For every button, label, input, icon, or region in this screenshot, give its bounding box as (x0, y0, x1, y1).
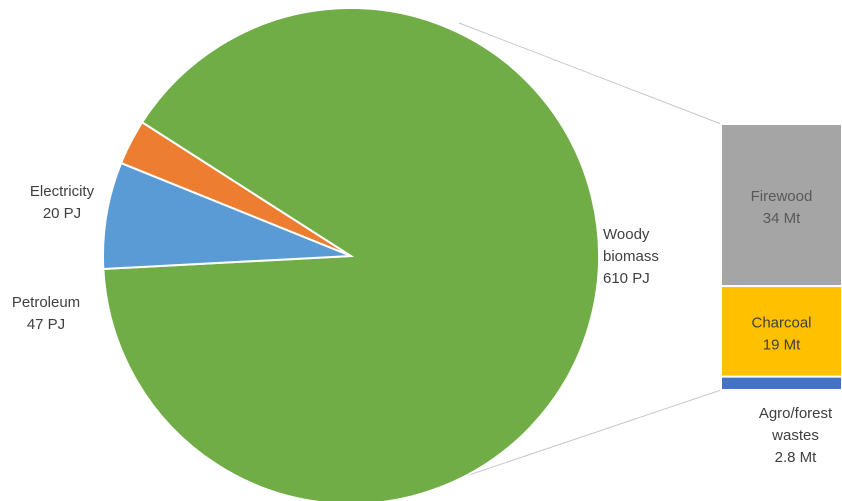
connector-lines (458, 22, 722, 477)
connector-line-top (458, 22, 722, 125)
pie-slice-petroleum (102, 161, 352, 271)
connector-line-bottom (465, 389, 722, 477)
bar-segment-agro-forest-wastes (720, 375, 842, 391)
bar-segment-charcoal (720, 285, 842, 378)
pie-label-petroleum: Petroleum 47 PJ (12, 294, 80, 333)
pie-slice-woody-biomass (102, 6, 600, 501)
pie-label-electricity: Electricity 20 PJ (30, 183, 95, 222)
pie-label-woody-biomass: Woody biomass 610 PJ (603, 226, 659, 287)
bar-label-agro-forest-wastes: Agro/forest wastes 2.8 Mt (759, 405, 833, 466)
stacked-bar (720, 123, 842, 391)
pie-chart (102, 6, 600, 501)
data-labels: Electricity 20 PJ Woody biomass 610 PJ Petrol… (12, 183, 833, 466)
bar-label-charcoal: Charcoal 19 Mt (751, 314, 811, 353)
bar-label-firewood: Firewood 34 Mt (751, 188, 813, 227)
bar-segment-firewood (720, 123, 842, 288)
